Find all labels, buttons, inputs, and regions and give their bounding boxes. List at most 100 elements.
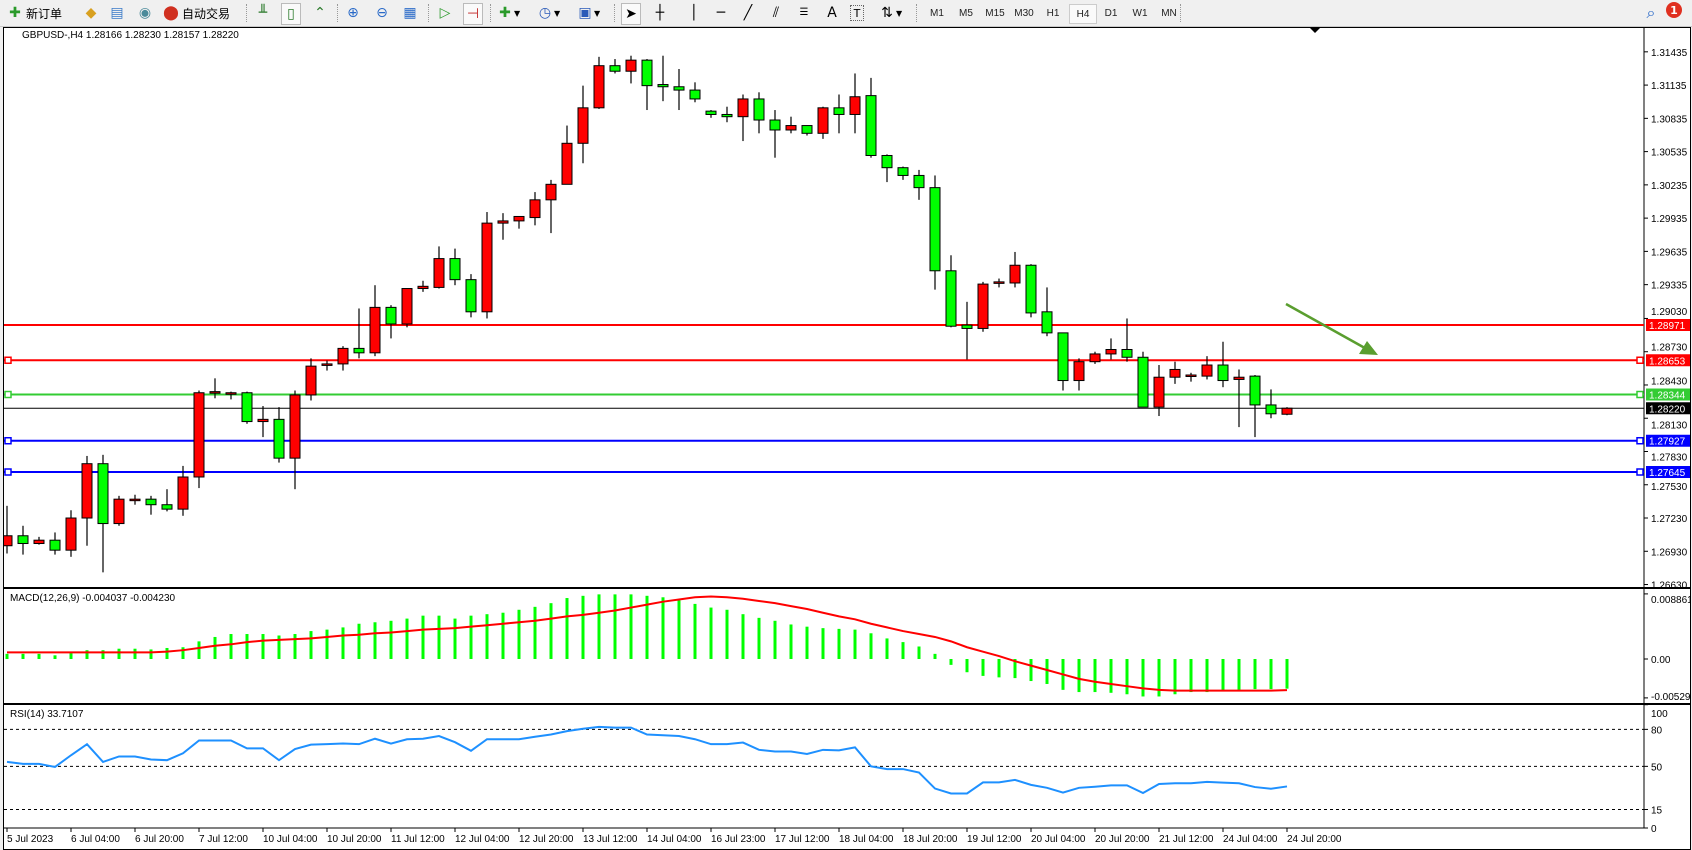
fibonacci-button[interactable]: ☰: [795, 3, 813, 23]
navigator-button[interactable]: ◉: [136, 3, 154, 23]
timeframe-h1[interactable]: H1: [1046, 7, 1060, 19]
arrows-button[interactable]: ⇅ ▼: [878, 3, 902, 23]
toolbar-separator: [428, 4, 430, 22]
candle-bullish: [209, 391, 221, 394]
new-order-button[interactable]: ✚ 新订单: [6, 3, 62, 23]
time-label: 20 Jul 20:00: [1095, 834, 1150, 845]
price-level-label: 1.28220: [1649, 404, 1686, 415]
gbpusd-chart[interactable]: GBPUSD-,H4 1.28166 1.28230 1.28157 1.282…: [4, 28, 1690, 849]
timeframe-m1[interactable]: M1: [930, 7, 944, 19]
level-anchor-left[interactable]: [4, 468, 12, 476]
horizontal-line-icon: ─: [716, 5, 726, 21]
fibonacci-icon: ☰: [799, 7, 809, 18]
candle-bearish: [673, 86, 685, 91]
auto-scroll-button[interactable]: ▷: [436, 3, 454, 23]
level-anchor-left[interactable]: [4, 356, 12, 365]
text-button[interactable]: A: [823, 3, 841, 23]
cursor-button[interactable]: ➤: [621, 3, 641, 25]
periods-button[interactable]: ◷ ▼: [536, 3, 560, 23]
level-anchor-left[interactable]: [4, 390, 12, 399]
navigator-icon: ◉: [138, 5, 152, 21]
market-watch-button[interactable]: ◆: [82, 3, 100, 23]
dropdown-arrow-icon: ▼: [594, 8, 601, 18]
rsi-line: [6, 725, 1288, 795]
templates-icon: ▣: [578, 5, 592, 21]
toolbar-separator: [246, 4, 248, 22]
new-order-icon: ✚: [9, 5, 21, 21]
data-window-button[interactable]: ▤: [108, 3, 126, 23]
text-label-button[interactable]: T: [850, 3, 864, 23]
candle-bearish: [945, 270, 957, 327]
candle-bullish: [433, 258, 445, 288]
timeframe-m15[interactable]: M15: [985, 7, 1005, 19]
bar-chart-icon: ╨: [258, 5, 268, 21]
auto-trading-button[interactable]: ⬤ 自动交易: [162, 3, 230, 23]
price-tick-label: 1.29635: [1651, 247, 1688, 258]
chart-window[interactable]: GBPUSD-,H4 1.28166 1.28230 1.28157 1.282…: [3, 27, 1691, 850]
equidistant-channel-button[interactable]: ⫽: [767, 3, 785, 23]
auto-trading-icon: ⬤: [163, 5, 179, 21]
vertical-line-button[interactable]: │: [685, 3, 703, 23]
price-level-label: 1.28653: [1649, 356, 1686, 367]
timeframe-d1[interactable]: D1: [1104, 7, 1118, 19]
timeframe-w1[interactable]: W1: [1132, 7, 1148, 19]
candle-bullish: [113, 498, 125, 525]
timeframe-h4[interactable]: H4: [1069, 4, 1097, 24]
price-tick-label: 1.27830: [1651, 452, 1688, 463]
candle-bearish: [97, 463, 109, 525]
zoom-out-button[interactable]: ⊖: [373, 3, 391, 23]
periods-icon: ◷: [538, 5, 552, 21]
search-button[interactable]: ⌕: [1642, 3, 1660, 23]
trendline-button[interactable]: ╱: [739, 3, 757, 23]
time-label: 10 Jul 20:00: [327, 834, 382, 845]
price-level-tag: [1646, 434, 1690, 447]
price-tick-label: 1.29335: [1651, 281, 1688, 292]
candle-bullish: [1089, 353, 1101, 363]
toolbar-separator: [916, 4, 918, 22]
level-anchor-right[interactable]: [1636, 436, 1644, 445]
candle-bearish: [913, 174, 925, 189]
zoom-in-button[interactable]: ⊕: [344, 3, 362, 23]
candle-bearish: [769, 119, 781, 131]
timeframe-mn[interactable]: MN: [1161, 7, 1177, 19]
candle-bearish: [657, 84, 669, 88]
candle-bearish: [1265, 404, 1277, 415]
zoom-out-icon: ⊖: [376, 5, 388, 21]
tile-windows-icon: ▦: [403, 5, 417, 21]
tile-windows-button[interactable]: ▦: [401, 3, 419, 23]
candle-bullish: [1281, 407, 1293, 415]
templates-button[interactable]: ▣ ▼: [576, 3, 600, 23]
bar-chart-button[interactable]: ╨: [254, 3, 272, 23]
candle-bullish: [321, 363, 333, 366]
time-label: 24 Jul 04:00: [1223, 834, 1278, 845]
indicators-button[interactable]: ✚ ▼: [496, 3, 520, 23]
timeframe-m30[interactable]: M30: [1014, 7, 1034, 19]
line-chart-button[interactable]: ⌃: [311, 3, 329, 23]
zoom-in-icon: ⊕: [347, 5, 359, 21]
candle-bearish: [1057, 332, 1069, 382]
level-anchor-left[interactable]: [4, 436, 12, 445]
candle-bearish: [961, 324, 973, 329]
price-tick-label: 1.31135: [1651, 81, 1687, 92]
level-anchor-right[interactable]: [1636, 390, 1644, 399]
crosshair-button[interactable]: ┼: [651, 3, 669, 23]
candle-bullish: [65, 517, 77, 551]
level-anchor-right[interactable]: [1636, 356, 1644, 365]
candlestick-button[interactable]: ▯: [281, 3, 301, 25]
auto-scroll-icon: ▷: [439, 5, 451, 21]
chart-shift-marker[interactable]: [1310, 28, 1320, 33]
candle-bearish: [721, 113, 733, 118]
price-tick-label: 1.29935: [1651, 214, 1688, 225]
chart-shift-button[interactable]: ⊣: [463, 3, 483, 25]
arrow-line[interactable]: [1285, 302, 1373, 354]
price-level-label: 1.28344: [1649, 391, 1686, 402]
candle-bullish: [545, 183, 557, 201]
candle-bearish: [609, 65, 621, 72]
candle-bullish: [1233, 376, 1245, 380]
level-anchor-right[interactable]: [1636, 468, 1644, 476]
notification-badge[interactable]: 1: [1666, 2, 1682, 18]
horizontal-line-button[interactable]: ─: [712, 3, 730, 23]
rsi-label: RSI(14) 33.7107: [10, 709, 84, 720]
macd-tick-label: 0.00: [1651, 655, 1671, 666]
timeframe-m5[interactable]: M5: [959, 7, 973, 19]
